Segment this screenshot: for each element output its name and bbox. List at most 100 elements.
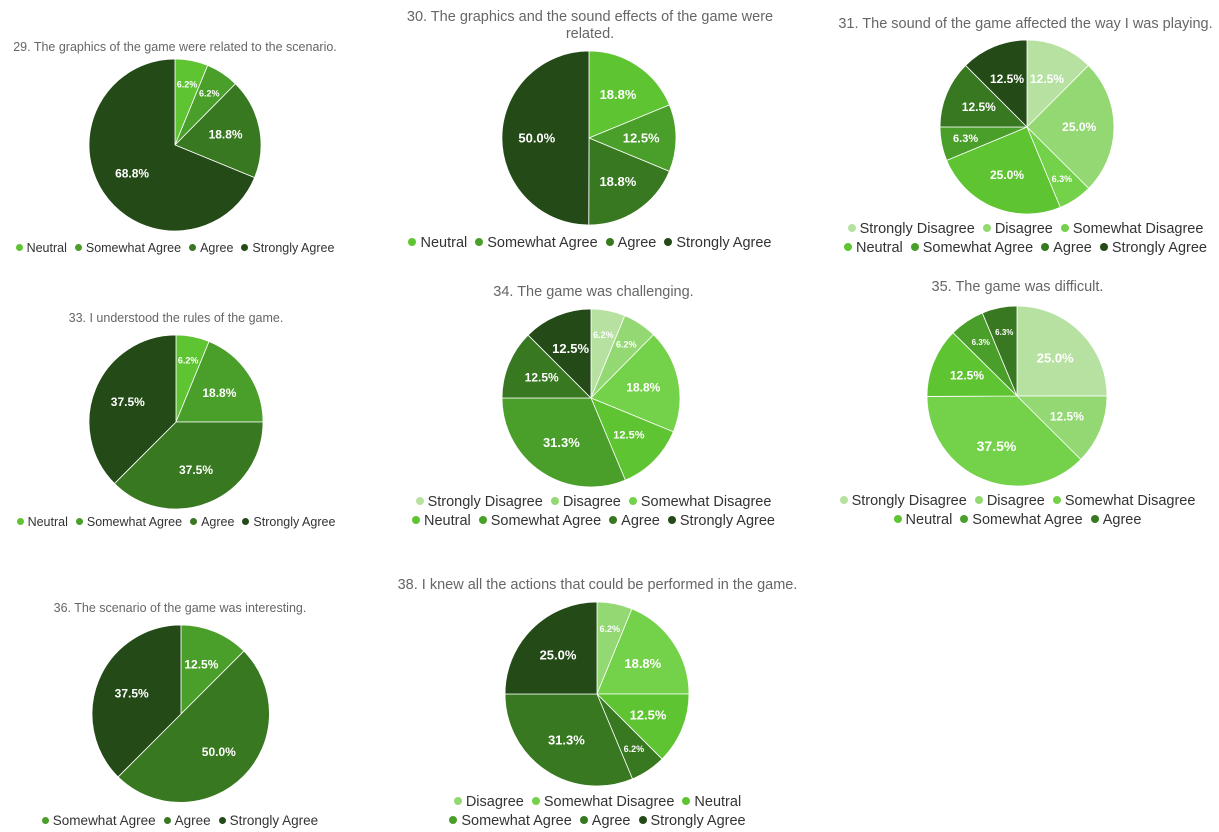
- chart-5-data-label-neutral: 12.5%: [613, 430, 644, 442]
- chart-2-legend-item-neutral: Neutral: [408, 234, 467, 253]
- chart-4-legend-label: Neutral: [27, 515, 68, 529]
- chart-5-data-label-somewhat-disagree: 18.8%: [626, 380, 660, 394]
- chart-3-legend-swatch-somewhat-agree: [910, 243, 919, 252]
- chart-8-data-label-strongly-agree: 25.0%: [540, 648, 577, 663]
- chart-3-data-label-neutral: 25.0%: [990, 168, 1024, 182]
- chart-8-slice-somewhat-disagree: [596, 608, 690, 695]
- chart-1-legend-label: Somewhat Agree: [85, 241, 182, 255]
- chart-5-legend-swatch-somewhat-agree: [478, 516, 487, 525]
- chart-2-pie: 18.8% 12.5% 18.8% 50.0%: [501, 50, 677, 226]
- chart-5-legend-label: Somewhat Disagree: [640, 494, 772, 510]
- chart-2-legend-item-agree: Agree: [605, 234, 656, 253]
- chart-7-legend-label: Agree: [174, 813, 211, 828]
- chart-8-data-label-disagree: 6.2%: [600, 624, 621, 634]
- chart-8-slice-neutral: [596, 693, 690, 760]
- chart-6-legend-label: Somewhat Disagree: [1064, 493, 1196, 509]
- chart-6-legend-swatch-disagree: [974, 496, 983, 505]
- chart-6-legend-item-agree: Agree: [1090, 511, 1142, 530]
- chart-2-legend: Neutral Somewhat Agree Agree Strongly Agree: [395, 234, 785, 253]
- chart-2-legend-item-somewhat-agree: Somewhat Agree: [475, 234, 598, 253]
- chart-3-legend-swatch-agree: [1041, 243, 1050, 252]
- chart-6-legend-item-somewhat-disagree: Somewhat Disagree: [1052, 492, 1196, 511]
- chart-6-legend-swatch-strongly-disagree: [839, 496, 848, 505]
- chart-3-data-label-agree: 12.5%: [962, 100, 996, 114]
- chart-3-data-label-somewhat-disagree: 6.3%: [1052, 174, 1073, 184]
- chart-3-legend-item-strongly-disagree: Strongly Disagree: [847, 220, 975, 239]
- chart-8-pie: 6.2% 18.8% 12.5% 6.2% 31.3% 25.0%: [504, 601, 690, 787]
- chart-3-legend-label: Somewhat Agree: [922, 239, 1034, 256]
- chart-1-legend-swatch-neutral: [15, 244, 23, 252]
- chart-3-legend-label: Strongly Agree: [1111, 239, 1207, 256]
- chart-6-legend-label: Somewhat Agree: [972, 511, 1083, 528]
- chart-3-slice-disagree: [1026, 64, 1115, 189]
- chart-5-legend-label: Strongly Disagree: [427, 494, 543, 510]
- chart-5-legend-swatch-somewhat-disagree: [628, 497, 637, 506]
- chart-3-data-label-disagree: 25.0%: [1062, 120, 1096, 134]
- chart-6-slice-strongly-disagree: [1016, 305, 1108, 397]
- chart-2-slice-somewhat-agree: [587, 104, 677, 172]
- chart-8-legend: Disagree Somewhat Disagree Neutral Somewhat…: [385, 793, 810, 831]
- chart-4-legend-swatch-neutral: [16, 518, 24, 526]
- chart-7-data-label-strongly-agree: 37.5%: [115, 687, 149, 701]
- chart-1-slice-agree: [174, 83, 262, 179]
- chart-5-legend-item-strongly-agree: Strongly Agree: [667, 512, 775, 531]
- chart-7-title: 36. The scenario of the game was interes…: [53, 601, 307, 615]
- chart-5-slice-somewhat-disagree: [590, 334, 681, 433]
- chart-4-title: 33. I understood the rules of the game.: [68, 311, 284, 325]
- chart-3-legend: Strongly Disagree Disagree Somewhat Disagr…: [832, 220, 1219, 258]
- chart-6-legend-label: Agree: [1102, 511, 1142, 528]
- chart-3-data-label-strongly-agree: 12.5%: [990, 72, 1024, 86]
- chart-2-slice-neutral: [588, 50, 670, 139]
- chart-7-legend-label: Strongly Agree: [229, 813, 319, 828]
- chart-1-legend-label: Neutral: [26, 241, 67, 255]
- chart-7-legend-label: Somewhat Agree: [52, 813, 156, 828]
- chart-6-title: 35. The game was difficult.: [931, 279, 1104, 295]
- chart-3-legend-label: Somewhat Disagree: [1072, 221, 1204, 237]
- chart-7-legend-item-somewhat-agree: Somewhat Agree: [41, 812, 156, 830]
- chart-1-legend-label: Strongly Agree: [252, 241, 335, 255]
- chart-8-legend-item-agree: Agree: [579, 812, 631, 831]
- chart-6-data-label-strongly-disagree: 25.0%: [1037, 350, 1074, 365]
- chart-5-legend-swatch-strongly-agree: [667, 516, 676, 525]
- chart-5-legend-item-neutral: Neutral: [411, 512, 471, 531]
- chart-7-pie: 12.5% 50.0% 37.5%: [91, 624, 270, 803]
- chart-8-legend-label: Strongly Agree: [650, 812, 746, 829]
- chart-3-legend-swatch-strongly-agree: [1099, 243, 1108, 252]
- chart-7-legend-swatch-somewhat-agree: [41, 816, 49, 824]
- chart-6-pie: 25.0% 12.5% 37.5% 12.5% 6.3% 6.3%: [926, 305, 1108, 487]
- chart-7-slice-strongly-agree: [91, 624, 182, 778]
- chart-5-title: 34. The game was challenging.: [493, 284, 694, 300]
- chart-1-legend-item-neutral: Neutral: [15, 240, 67, 256]
- chart-6-legend-swatch-agree: [1090, 515, 1099, 524]
- chart-6-data-label-disagree: 12.5%: [1050, 410, 1084, 424]
- chart-4-data-label-strongly-agree: 37.5%: [111, 395, 145, 409]
- chart-3-legend-label: Strongly Disagree: [859, 221, 975, 237]
- chart-5-legend-item-somewhat-disagree: Somewhat Disagree: [628, 493, 772, 512]
- chart-7-legend-swatch-agree: [163, 816, 171, 824]
- chart-6-slice-agree: [981, 305, 1018, 397]
- chart-3-legend-swatch-somewhat-disagree: [1060, 224, 1069, 233]
- chart-8-legend-swatch-disagree: [453, 797, 462, 806]
- chart-8-legend-item-disagree: Disagree: [453, 793, 524, 812]
- chart-1-legend-item-somewhat-agree: Somewhat Agree: [74, 240, 182, 256]
- chart-5-legend-item-strongly-disagree: Strongly Disagree: [415, 493, 543, 512]
- chart-7-legend: Somewhat Agree Agree Strongly Agree: [0, 812, 360, 830]
- chart-4-legend-item-neutral: Neutral: [16, 514, 68, 530]
- chart-8-slice-agree: [504, 693, 633, 787]
- chart-3-legend-item-strongly-agree: Strongly Agree: [1099, 239, 1207, 258]
- chart-5-legend-swatch-neutral: [411, 516, 420, 525]
- chart-3-legend-label: Disagree: [994, 221, 1053, 237]
- chart-6-legend-item-strongly-disagree: Strongly Disagree: [839, 492, 967, 511]
- chart-2-slice-agree: [588, 137, 670, 226]
- chart-6-legend-item-disagree: Disagree: [974, 492, 1045, 511]
- chart-5-data-label-strongly-disagree: 6.2%: [593, 330, 614, 340]
- chart-6-data-label-somewhat-disagree: 37.5%: [977, 438, 1017, 454]
- chart-5-legend-item-agree: Agree: [609, 512, 660, 531]
- chart-8-legend-swatch-neutral: [682, 797, 691, 806]
- chart-4-legend-label: Somewhat Agree: [86, 515, 183, 529]
- chart-7-slice-somewhat-agree: [180, 624, 245, 715]
- chart-8-legend-item-somewhat-disagree: Somewhat Disagree: [531, 793, 674, 812]
- chart-8-data-label-somewhat-agree: 6.2%: [624, 744, 645, 754]
- chart-3-legend-item-agree: Agree: [1041, 239, 1092, 258]
- chart-5-legend-label: Strongly Agree: [679, 512, 775, 529]
